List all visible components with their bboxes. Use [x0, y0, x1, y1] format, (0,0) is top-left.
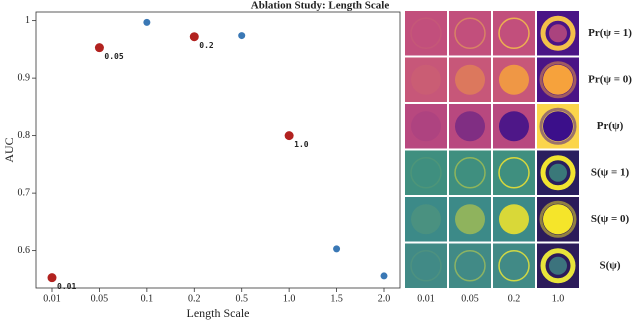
point-label: 1.0: [294, 140, 309, 149]
point: [380, 272, 388, 280]
image-core: [549, 24, 567, 43]
x-tick-label: 0.2: [188, 293, 201, 304]
image-disk: [543, 204, 573, 235]
y-tick-label: 0.6: [18, 245, 31, 256]
image-cell: [405, 150, 447, 195]
image-cell: [405, 197, 447, 242]
image-ring: [454, 250, 486, 282]
image-cell: [405, 57, 447, 102]
image-disk: [499, 64, 529, 95]
y-tick-label: 1: [25, 15, 30, 26]
x-tick-label: 2.0: [378, 293, 391, 304]
image-halo: [539, 200, 577, 238]
point: [284, 131, 294, 141]
x-tick-label: 0.05: [91, 293, 109, 304]
image-disk: [411, 204, 441, 235]
image-cell: [449, 197, 491, 242]
image-ring: [540, 15, 576, 51]
image-disk: [411, 64, 441, 95]
y-tick-label: 0.9: [18, 72, 31, 83]
image-disk: [499, 111, 529, 142]
plot-frame: [35, 11, 401, 289]
y-tick-label: 0.7: [18, 187, 31, 198]
row-label: Pr(ψ = 0): [588, 73, 632, 85]
point: [94, 43, 104, 53]
image-ring: [540, 155, 576, 191]
image-ring: [454, 157, 486, 189]
image-ring: [498, 17, 530, 49]
point-label: 0.05: [104, 52, 123, 61]
image-ring: [454, 17, 486, 49]
point-label: 0.2: [199, 41, 214, 50]
image-core: [549, 163, 567, 182]
image-ring: [498, 157, 530, 189]
image-core: [549, 256, 567, 275]
x-tick-label: 0.01: [43, 293, 61, 304]
point: [333, 245, 341, 253]
row-label: S(ψ = 1): [591, 166, 630, 178]
image-cell: [405, 11, 447, 56]
image-halo: [539, 107, 577, 145]
point: [238, 32, 246, 40]
image-ring: [410, 17, 442, 49]
y-tick-label: 0.8: [18, 130, 31, 141]
image-disk: [411, 111, 441, 142]
x-tick-label: 0.5: [235, 293, 248, 304]
x-tick-label: 0.1: [141, 293, 154, 304]
point: [189, 32, 199, 42]
column-label: 0.01: [417, 293, 435, 304]
point: [143, 18, 151, 26]
image-cell: [449, 104, 491, 149]
chart-title: Ablation Study: Length Scale: [251, 0, 390, 12]
image-disk: [543, 64, 573, 95]
image-disk: [455, 204, 485, 235]
column-label: 0.05: [461, 293, 479, 304]
row-label: S(ψ = 0): [591, 213, 630, 225]
image-cell: [449, 243, 491, 288]
image-cell: [449, 57, 491, 102]
image-disk: [455, 111, 485, 142]
image-ring: [540, 248, 576, 284]
x-tick-label: 1.5: [330, 293, 343, 304]
image-ring: [410, 250, 442, 282]
row-label: Pr(ψ): [597, 120, 624, 132]
image-cell: [405, 104, 447, 149]
image-halo: [539, 61, 577, 99]
image-ring: [410, 157, 442, 189]
image-ring: [498, 250, 530, 282]
image-disk: [499, 204, 529, 235]
point-label: 0.01: [57, 282, 76, 291]
image-cell: [449, 150, 491, 195]
image-disk: [455, 64, 485, 95]
x-tick-label: 1.0: [283, 293, 296, 304]
x-axis-label: Length Scale: [187, 306, 250, 320]
image-cell: [405, 243, 447, 288]
image-cell: [449, 11, 491, 56]
y-axis-label: AUC: [2, 137, 16, 162]
point: [47, 273, 57, 283]
image-disk: [543, 111, 573, 142]
row-label: Pr(ψ = 1): [588, 27, 632, 39]
row-label: S(ψ): [599, 259, 620, 271]
column-label: 0.2: [508, 293, 521, 304]
column-label: 1.0: [552, 293, 565, 304]
